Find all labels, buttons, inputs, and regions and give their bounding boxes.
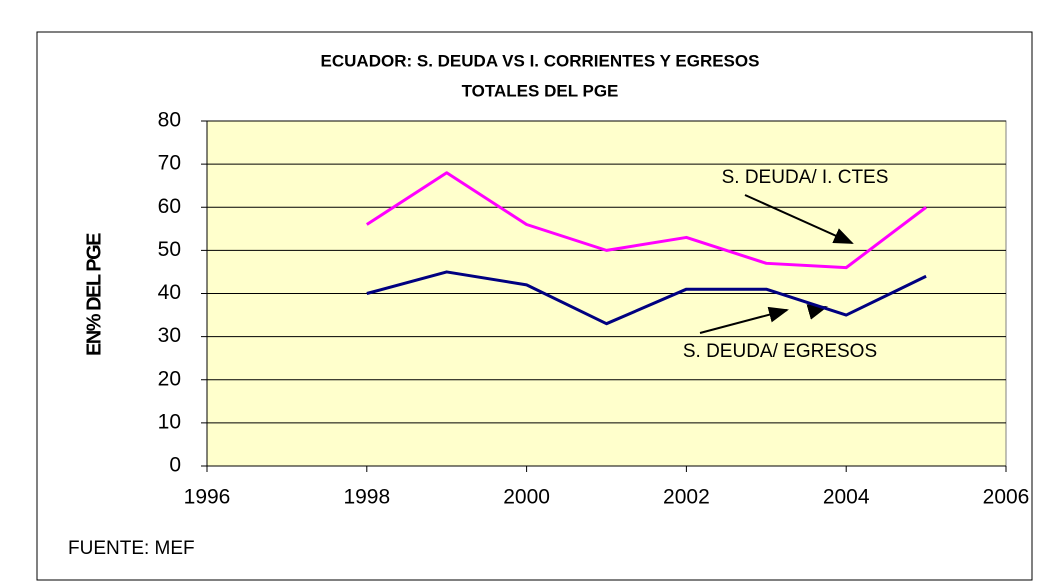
y-tick-label: 20 xyxy=(158,367,181,390)
series-annotation: S. DEUDA/ EGRESOS xyxy=(683,341,877,362)
y-tick-label: 10 xyxy=(158,410,181,433)
series-line xyxy=(366,270,927,326)
source-note: FUENTE: MEF xyxy=(68,538,195,559)
y-tick-label: 30 xyxy=(158,324,181,347)
x-tick-label: 2004 xyxy=(823,486,870,509)
y-tick-label: 70 xyxy=(158,152,181,175)
annotation-arrow xyxy=(744,194,854,244)
chart-title: TOTALES DEL PGE xyxy=(462,81,619,100)
y-tick-label: 0 xyxy=(169,454,181,477)
y-tick-label: 60 xyxy=(158,195,181,218)
x-tick-label: 1996 xyxy=(184,486,231,509)
x-tick-label: 2000 xyxy=(503,486,550,509)
x-tick-label: 2006 xyxy=(983,486,1030,509)
y-tick-label: 80 xyxy=(158,109,181,132)
y-tick-label: 50 xyxy=(158,238,181,261)
chart-title: ECUADOR: S. DEUDA VS I. CORRIENTES Y EGR… xyxy=(321,51,760,70)
series-annotation: S. DEUDA/ I. CTES xyxy=(722,167,889,188)
x-tick-label: 2002 xyxy=(663,486,710,509)
y-axis-label: EN% DEL PGE xyxy=(83,233,105,356)
series-line xyxy=(365,171,928,270)
y-tick-label: 40 xyxy=(158,281,181,304)
x-tick-label: 1998 xyxy=(343,486,390,509)
annotation-arrow xyxy=(699,306,789,334)
